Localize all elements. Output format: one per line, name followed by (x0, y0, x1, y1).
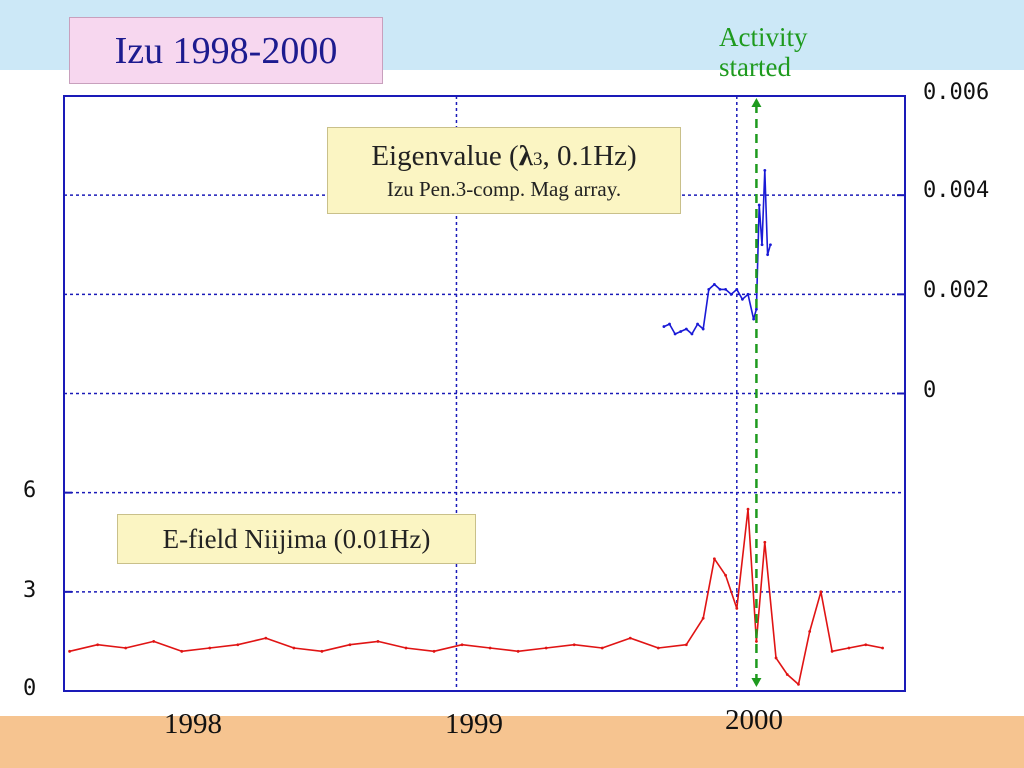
series-1-point-21 (656, 646, 660, 650)
activity-label-line-2: started (719, 52, 791, 82)
series-0-point-20 (763, 168, 767, 172)
series-1-point-25 (724, 573, 727, 577)
eigenvalue-annotation: Eigenvalue (λ3, 0.1Hz) Izu Pen.3-comp. M… (327, 127, 681, 214)
series-1-point-6 (236, 643, 240, 647)
series-0-point-3 (679, 330, 683, 333)
xtick-2000: 2000 (725, 704, 783, 736)
series-1-point-9 (320, 649, 324, 653)
series-0-point-17 (755, 307, 758, 311)
ytick-right-0: 0 (923, 378, 937, 403)
series-1-point-20 (628, 636, 632, 640)
eigenvalue-annotation-title: Eigenvalue (λ3, 0.1Hz) (328, 140, 680, 176)
series-1-point-28 (755, 640, 758, 643)
ytick-right-0.006: 0.006 (923, 80, 990, 105)
series-0-point-4 (684, 327, 688, 331)
slide-title: Izu 1998-2000 (69, 17, 383, 84)
series-0-point-19 (760, 243, 764, 247)
ytick-left-3: 3 (23, 578, 37, 603)
series-1-point-35 (830, 649, 834, 653)
series-1-point-18 (572, 643, 576, 647)
series-0-point-8 (707, 287, 711, 291)
xtick-1999: 1999 (445, 708, 503, 740)
series-0-point-22 (769, 243, 772, 247)
series-1-point-11 (376, 640, 380, 643)
series-1-point-26 (735, 606, 739, 610)
series-1-point-32 (797, 682, 800, 686)
series-0-point-2 (673, 332, 677, 336)
series-0-point-1 (668, 322, 671, 326)
series-0-point-18 (757, 203, 761, 207)
series-1-point-24 (712, 557, 716, 561)
series-1-point-4 (180, 649, 184, 653)
eigenvalue-annotation-subtitle: Izu Pen.3-comp. Mag array. (386, 177, 622, 201)
series-1-point-37 (864, 643, 868, 647)
efield-annotation: E-field Niijima (0.01Hz) (117, 514, 476, 564)
series-0-point-10 (718, 287, 722, 291)
series-0-point-12 (729, 292, 733, 296)
series-1-point-5 (208, 646, 212, 650)
series-0-point-7 (701, 327, 705, 331)
series-1-point-1 (96, 643, 100, 647)
series-1-point-31 (785, 673, 789, 676)
eigenvalue-title-rest: , 0.1Hz) (542, 140, 637, 172)
ytick-left-0: 0 (23, 676, 37, 701)
series-1-point-0 (68, 649, 72, 653)
series-0-point-11 (724, 287, 727, 291)
series-1-point-22 (684, 643, 688, 647)
series-1-point-30 (774, 656, 778, 660)
series-1-point-12 (404, 646, 408, 650)
series-1-point-15 (488, 646, 492, 650)
activity-marker-arrow-top (751, 98, 762, 107)
xtick-1998: 1998 (164, 708, 222, 740)
series-1-point-3 (152, 640, 156, 643)
series-0-point-14 (741, 297, 744, 301)
lambda-symbol: λ (518, 140, 533, 172)
series-1-point-17 (544, 646, 548, 650)
series-1-point-34 (819, 590, 823, 594)
series-0-point-16 (752, 317, 756, 321)
series-1-point-29 (763, 540, 767, 544)
series-1-point-8 (292, 646, 296, 650)
series-1-point-16 (516, 649, 520, 653)
series-1-point-2 (124, 646, 128, 650)
lambda-subscript: 3 (532, 149, 543, 170)
series-1-point-14 (460, 643, 464, 647)
series-1-point-13 (432, 649, 436, 653)
series-1-point-27 (746, 507, 750, 511)
activity-marker-arrow-bottom (751, 678, 762, 687)
ytick-right-0.004: 0.004 (923, 178, 990, 203)
series-0-point-15 (746, 292, 750, 296)
activity-label-line-1: Activity (719, 22, 808, 52)
activity-label: Activity started (719, 22, 808, 82)
series-1-point-7 (264, 636, 268, 640)
ytick-right-0.002: 0.002 (923, 278, 990, 303)
series-1-point-38 (881, 646, 884, 650)
series-0-point-21 (766, 253, 770, 257)
series-1-point-36 (847, 646, 851, 650)
series-0-point-9 (712, 283, 716, 286)
series-0-point-13 (735, 287, 739, 291)
series-0-point-6 (696, 322, 699, 326)
series-1-point-23 (701, 616, 705, 620)
ytick-left-6: 6 (23, 478, 37, 503)
series-1-point-33 (808, 630, 812, 633)
series-1-point-10 (348, 643, 352, 647)
series-0-point-0 (662, 325, 666, 328)
series-0-point-5 (690, 332, 694, 336)
eigenvalue-title-text: Eigenvalue ( (371, 140, 519, 172)
series-1-point-19 (600, 646, 604, 650)
bottom-band (0, 716, 1024, 768)
